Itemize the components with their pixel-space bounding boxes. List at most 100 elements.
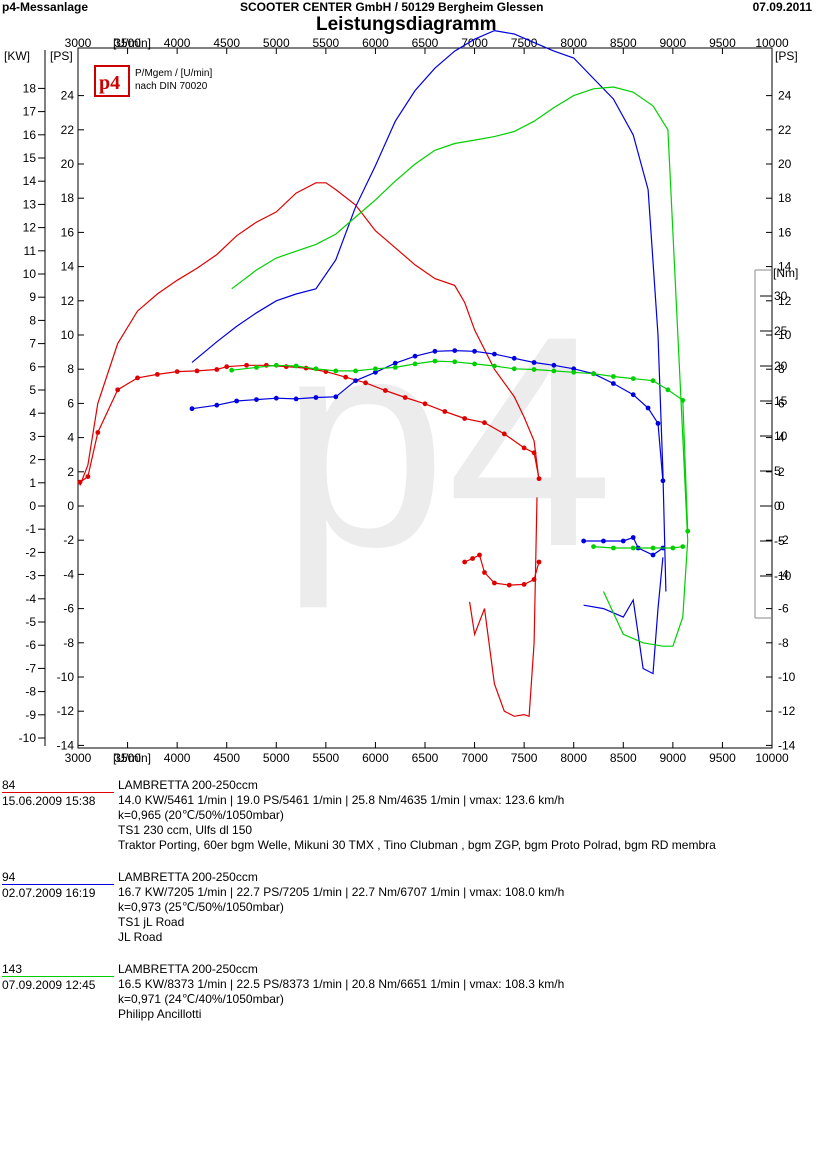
torque-curve-143-point — [412, 361, 418, 367]
ps-tick-label-right: 12 — [778, 294, 792, 308]
torque-curve-84-point — [95, 430, 101, 435]
torque-curve-84-point — [244, 362, 249, 368]
torque-curve-94-point — [214, 402, 220, 408]
x-tick-label: 5500 — [313, 751, 340, 765]
kw-tick-label: 8 — [29, 313, 36, 327]
torque-curve-143-point — [650, 378, 656, 384]
power-curve-143 — [231, 86, 689, 541]
kw-tick-label: -3 — [25, 569, 36, 583]
torque-curve-84-point — [442, 409, 448, 414]
x-tick-label: 5000 — [263, 751, 290, 765]
power-curve-84 — [79, 182, 540, 486]
ps-tick-label-right: 6 — [778, 396, 785, 410]
ps-tick-label-right: -8 — [778, 636, 789, 650]
torque-decel-curve-84-point — [536, 559, 542, 565]
torque-decel-curve-84-point — [521, 582, 527, 587]
ps-tick-label-right: 8 — [778, 362, 785, 376]
torque-curve-94-point — [189, 406, 195, 412]
torque-curve-84-point — [402, 395, 408, 400]
kw-tick-label: 2 — [29, 453, 36, 467]
ps-tick-label-right: -12 — [778, 704, 796, 718]
torque-curve-84-point — [174, 369, 180, 374]
torque-curve-143-point — [452, 359, 458, 365]
torque-curve-143-point — [685, 528, 691, 534]
p4-logo-box — [94, 65, 130, 97]
torque-curve-84-point — [531, 450, 537, 456]
ps-tick-label-right: 16 — [778, 225, 792, 239]
torque-curve-143-point — [472, 361, 477, 367]
x-tick-label: 3000 — [65, 751, 92, 765]
torque-curve-84-point — [501, 431, 507, 437]
torque-curve-84-point — [482, 420, 487, 426]
kw-tick-label: -7 — [25, 661, 36, 675]
torque-decel-curve-94-point — [630, 535, 636, 540]
x-tick-label: 4000 — [164, 751, 191, 765]
x-tick-label: 9500 — [709, 36, 736, 50]
torque-curve-94-point — [293, 396, 299, 402]
torque-curve-143-point — [630, 376, 636, 381]
torque-curve-94-point — [472, 348, 477, 354]
run-info: LAMBRETTA 200-250ccm 16.7 KW/7205 1/min … — [118, 870, 564, 945]
company-name: SCOOTER CENTER GmbH / 50129 Bergheim Gle… — [240, 0, 544, 14]
kw-tick-label: 9 — [29, 290, 36, 304]
x-tick-label: 5500 — [313, 36, 340, 50]
kw-tick-label: -2 — [25, 545, 36, 559]
run-info-line: Philipp Ancillotti — [118, 1007, 202, 1021]
torque-decel-curve-94-point — [650, 552, 656, 558]
kw-tick-label: 12 — [23, 221, 37, 235]
ps-tick-label-right: 18 — [778, 191, 792, 205]
kw-tick-label: 18 — [23, 81, 37, 95]
torque-curve-94-point — [610, 381, 616, 386]
ps-tick-label-right: -6 — [778, 602, 789, 616]
run-color-swatch — [2, 792, 114, 793]
ps-tick-label-right: -14 — [778, 738, 796, 752]
kw-tick-label: 4 — [29, 406, 36, 420]
torque-curve-84-point — [214, 367, 220, 372]
torque-curve-143-point — [511, 366, 517, 372]
ps-tick-label: 20 — [61, 157, 75, 171]
torque-curve-143-point — [333, 368, 339, 374]
run-date: 07.09.2009 12:45 — [2, 978, 96, 992]
torque-decel-curve-84-point — [506, 582, 512, 588]
torque-curve-94-point — [655, 421, 661, 426]
run-entry-94: 94 02.07.2009 16:19 LAMBRETTA 200-250ccm… — [0, 870, 826, 962]
torque-curve-94-point — [273, 395, 279, 401]
torque-decel-curve-84-point — [462, 559, 468, 565]
ps-tick-label: 16 — [61, 225, 75, 239]
nm-axis-label: [Nm] — [773, 266, 798, 280]
torque-decel-curve-143-point — [610, 545, 616, 551]
torque-curve-143-point — [254, 365, 259, 370]
x-axis-label: [U/min] — [113, 751, 151, 765]
torque-decel-curve-94-point — [620, 538, 626, 544]
x-tick-label: 7500 — [511, 751, 538, 765]
torque-curve-84-point — [343, 374, 349, 380]
x-axis-label: [U/min] — [113, 36, 151, 50]
nm-tick-label: 15 — [774, 394, 788, 408]
kw-tick-label: 7 — [29, 337, 36, 351]
torque-curve-84-point — [224, 364, 230, 370]
run-info-line: k=0,971 (24℃/40%/1050mbar) — [118, 992, 284, 1006]
ps-tick-label: 22 — [61, 123, 75, 137]
torque-curve-84-point — [422, 401, 428, 407]
x-tick-label: 10000 — [755, 36, 789, 50]
x-tick-label: 8500 — [610, 36, 637, 50]
torque-curve-94-point — [373, 369, 378, 375]
nm-tick-label: 10 — [774, 429, 788, 443]
run-color-swatch — [2, 976, 114, 977]
kw-tick-label: -9 — [25, 708, 36, 722]
torque-curve-94-point — [234, 398, 240, 404]
kw-tick-label: 17 — [23, 105, 37, 119]
torque-curve-94-point — [452, 348, 458, 353]
ps-tick-label: 18 — [61, 191, 75, 205]
run-date: 02.07.2009 16:19 — [2, 886, 96, 900]
kw-tick-label: 1 — [29, 476, 36, 490]
kw-tick-label: 5 — [29, 383, 36, 397]
ps-tick-label-right: 4 — [778, 431, 785, 445]
torque-curve-143-point — [492, 363, 497, 369]
torque-curve-143-point — [551, 368, 557, 374]
ps-tick-label: 2 — [67, 465, 74, 479]
torque-decel-curve-143-point — [650, 545, 656, 551]
run-info: LAMBRETTA 200-250ccm 16.5 KW/8373 1/min … — [118, 962, 564, 1022]
nm-tick-label: -5 — [774, 534, 785, 548]
nm-tick-label: 20 — [774, 359, 788, 373]
